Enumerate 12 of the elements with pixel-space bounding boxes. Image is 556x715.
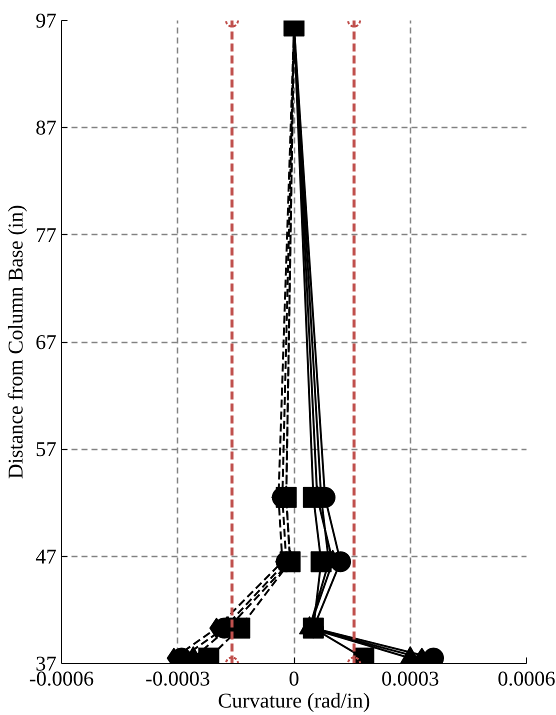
y-tick-label: 47: [36, 544, 56, 568]
y-axis-title: Distance from Column Base (in): [4, 204, 28, 480]
x-tick-label: 0: [288, 666, 300, 690]
x-tick-label: -0.0003: [145, 666, 210, 690]
x-tick-label: 0.0003: [381, 666, 440, 690]
x-tick-label: 0.0006: [498, 666, 556, 690]
y-tick-label: 87: [36, 116, 56, 140]
y-tick-label: 67: [36, 330, 56, 354]
x-axis-title: Curvature (rad/in): [218, 688, 370, 712]
y-tick-label: 57: [36, 437, 56, 462]
y-tick-label: 77: [36, 222, 56, 247]
y-tick-label: 97: [36, 8, 56, 32]
